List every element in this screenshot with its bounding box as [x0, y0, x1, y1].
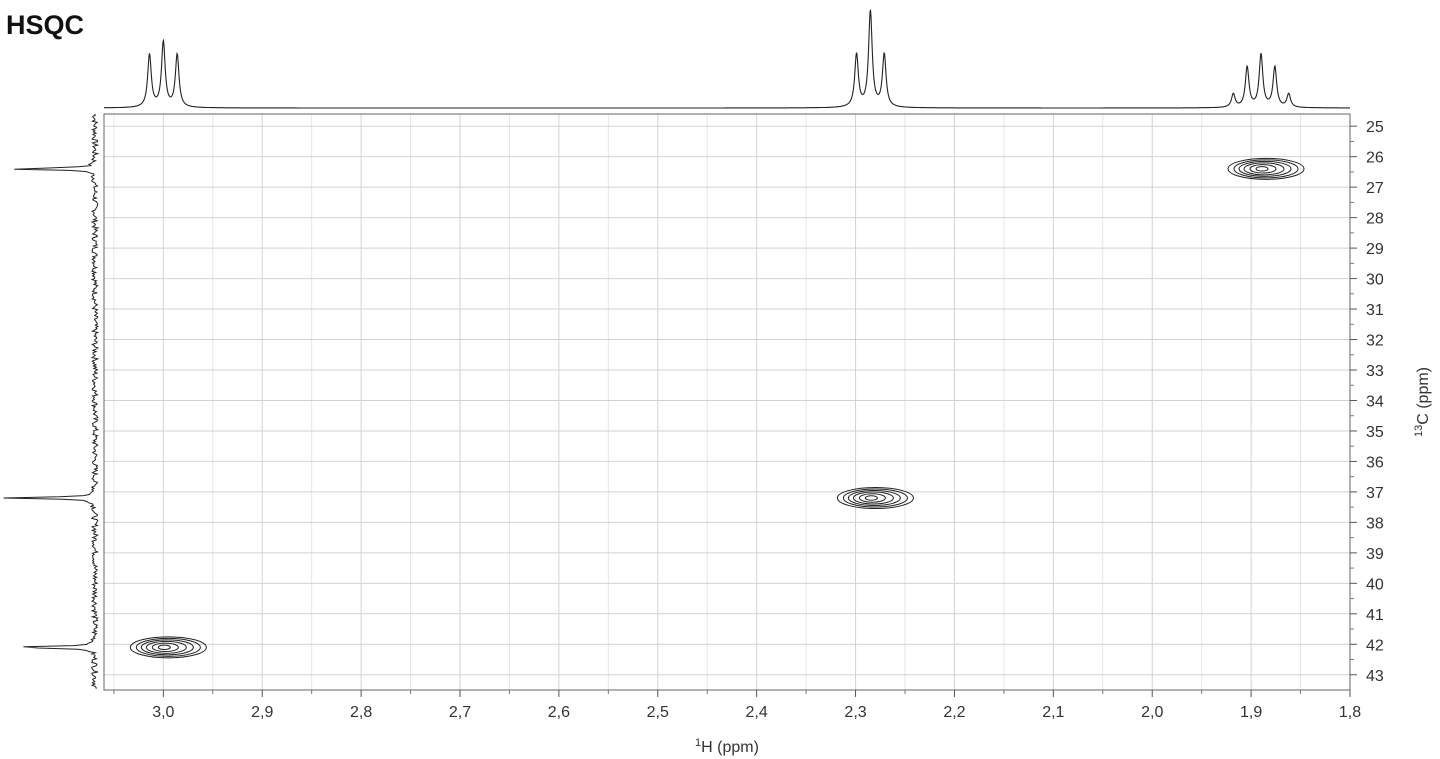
y-tick-label: 26 — [1366, 150, 1384, 167]
y-tick-label: 25 — [1366, 119, 1384, 136]
y-tick-label: 39 — [1366, 546, 1384, 563]
contour-ring — [858, 493, 886, 503]
y-axis-ticks: 25 26 27 28 29 30 31 32 33 34 35 36 37 38 39 40 41 42 43 — [1350, 119, 1384, 685]
contour-ring — [1249, 164, 1277, 174]
contour-ring — [1233, 159, 1299, 179]
grid-lines — [104, 114, 1350, 690]
contour-ring — [145, 640, 187, 654]
x-axis-title-text: H (ppm) — [701, 739, 759, 756]
x-axis-title: 1H (ppm) — [695, 737, 759, 756]
x-tick-label: 2,3 — [844, 704, 866, 721]
contour-ring — [852, 491, 894, 505]
y-tick-label: 36 — [1366, 454, 1384, 471]
proton-projection-trace — [104, 9, 1350, 109]
y-tick-label: 32 — [1366, 333, 1384, 350]
x-tick-label: 2,4 — [746, 704, 768, 721]
y-tick-label: 28 — [1366, 211, 1384, 228]
y-tick-label: 40 — [1366, 576, 1384, 593]
contour-ring — [1227, 157, 1305, 180]
contour-ring — [1255, 166, 1269, 172]
cross-peak-layer — [129, 157, 1305, 659]
x-tick-label: 1,8 — [1339, 704, 1361, 721]
y-tick-label: 27 — [1366, 180, 1384, 197]
contour-ring — [1243, 162, 1285, 176]
y-tick-label: 43 — [1366, 668, 1384, 685]
contour-ring — [847, 490, 901, 506]
plot-frame — [103, 113, 1351, 691]
contour-ring — [836, 487, 914, 509]
y-axis-title-text: C (ppm) — [1415, 367, 1432, 425]
contour-ring — [129, 636, 207, 659]
x-tick-label: 3,0 — [152, 704, 174, 721]
y-tick-label: 41 — [1366, 607, 1384, 624]
contour-ring — [140, 639, 194, 656]
x-axis-title-superscript: 1 — [695, 737, 701, 749]
contour-ring — [135, 637, 201, 657]
x-tick-label: 2,8 — [350, 704, 372, 721]
x-tick-label: 2,7 — [449, 704, 471, 721]
y-axis-title-superscript: 13 — [1413, 425, 1425, 437]
x-tick-label: 2,9 — [251, 704, 273, 721]
x-tick-label: 2,0 — [1141, 704, 1163, 721]
contour-ring — [1238, 160, 1292, 177]
y-tick-label: 37 — [1366, 485, 1384, 502]
y-tick-label: 29 — [1366, 241, 1384, 258]
contour-ring — [157, 644, 171, 651]
plot-title: HSQC — [6, 10, 85, 40]
x-tick-label: 2,2 — [943, 704, 965, 721]
contour-ring — [842, 488, 908, 508]
carbon-projection-trace — [3, 113, 100, 689]
y-tick-label: 34 — [1366, 393, 1384, 410]
y-axis-title: 13C (ppm) — [1413, 367, 1432, 437]
y-tick-label: 35 — [1366, 424, 1384, 441]
cross-peak — [1227, 157, 1305, 180]
x-axis-ticks: 3,0 2,9 2,8 2,7 2,6 2,5 2,4 2,3 2,2 2,1 2,0 1,9 1,8 — [113, 690, 1361, 721]
y-tick-label: 42 — [1366, 637, 1384, 654]
y-tick-label: 38 — [1366, 515, 1384, 532]
x-tick-label: 1,9 — [1240, 704, 1262, 721]
y-tick-label: 33 — [1366, 363, 1384, 380]
x-tick-label: 2,1 — [1042, 704, 1064, 721]
y-tick-label: 30 — [1366, 272, 1384, 289]
contour-ring — [151, 642, 179, 653]
x-tick-label: 2,6 — [548, 704, 570, 721]
x-tick-label: 2,5 — [647, 704, 669, 721]
cross-peak — [836, 487, 914, 509]
y-tick-label: 31 — [1366, 302, 1384, 319]
contour-ring — [864, 495, 878, 501]
cross-peak — [129, 636, 207, 659]
